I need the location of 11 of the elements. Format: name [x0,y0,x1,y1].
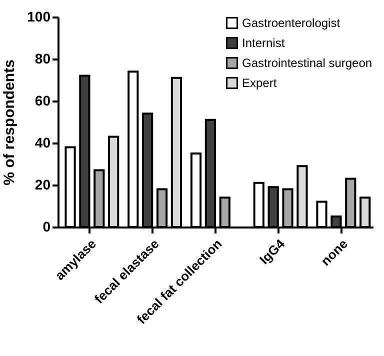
legend-label: Internist [242,36,286,50]
y-tick-label: 20 [34,176,51,192]
legend-label: Expert [242,76,278,90]
y-tick-label: 100 [27,8,51,24]
y-tick-label: 40 [34,134,51,150]
y-tick-label: 80 [34,50,51,66]
y-tick-label: 60 [34,92,51,108]
legend-label: Gastroenterologist [242,16,341,30]
legend-label: Gastrointestinal surgeon [242,56,372,70]
y-tick-label: 0 [42,218,51,234]
y-axis-title: % of respondents [1,60,18,186]
